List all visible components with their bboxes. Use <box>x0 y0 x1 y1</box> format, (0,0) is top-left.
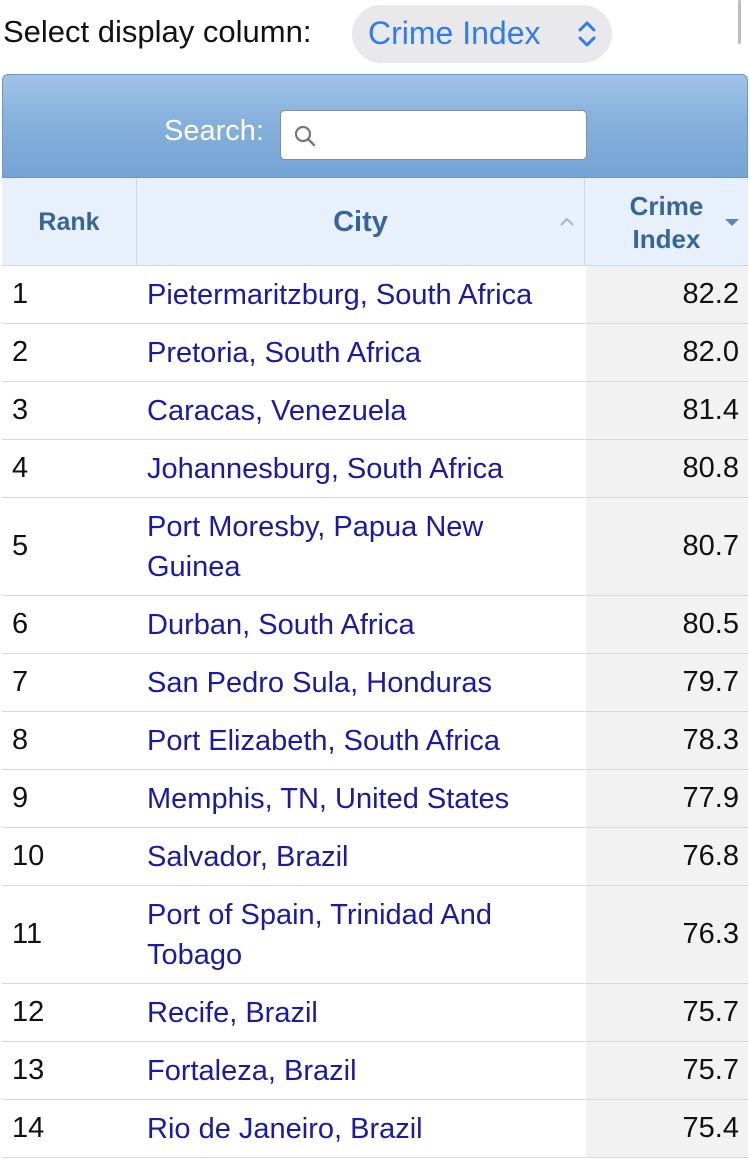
display-column-select[interactable]: Crime Index <box>352 5 612 63</box>
rank-cell: 12 <box>12 996 45 1028</box>
city-link[interactable]: Salvador, Brazil <box>147 841 349 873</box>
search-label: Search: <box>164 115 264 147</box>
crime-index-cell: 82.2 <box>586 266 748 323</box>
crime-index-cell: 80.7 <box>586 498 748 595</box>
crime-index-cell: 75.7 <box>586 1042 748 1099</box>
crime-index-cell: 81.4 <box>586 382 748 439</box>
display-column-value: Crime Index <box>368 15 541 51</box>
rank-cell: 8 <box>12 724 29 756</box>
city-link[interactable]: Caracas, Venezuela <box>147 395 407 427</box>
search-icon <box>294 125 316 147</box>
rank-cell: 3 <box>12 394 29 426</box>
crime-index-cell: 77.9 <box>586 770 748 827</box>
crime-index-cell: 76.8 <box>586 828 748 885</box>
table-row: 3 Caracas, Venezuela 81.4 <box>2 382 748 440</box>
rank-cell: 9 <box>12 782 29 814</box>
rank-cell: 11 <box>12 918 43 950</box>
city-link[interactable]: San Pedro Sula, Honduras <box>147 667 492 699</box>
city-link[interactable]: Recife, Brazil <box>147 997 318 1029</box>
crime-index-cell: 82.0 <box>586 324 748 381</box>
city-link[interactable]: Port Moresby, Papua New Guinea <box>147 511 484 583</box>
city-link[interactable]: Pretoria, South Africa <box>147 337 422 369</box>
table-row: 4 Johannesburg, South Africa 80.8 <box>2 440 748 498</box>
select-column-label: Select display column: <box>3 14 312 49</box>
up-down-chevron-icon <box>578 21 596 47</box>
table-row: 8 Port Elizabeth, South Africa 78.3 <box>2 712 748 770</box>
crime-index-cell: 75.7 <box>586 984 748 1041</box>
table-row: 1 Pietermaritzburg, South Africa 82.2 <box>2 266 748 324</box>
rank-cell: 2 <box>12 336 29 368</box>
sort-descending-icon <box>725 219 739 226</box>
crime-index-cell: 80.5 <box>586 596 748 653</box>
column-header-crime-index[interactable]: Crime Index <box>585 178 748 266</box>
table-row: 12 Recife, Brazil 75.7 <box>2 984 748 1042</box>
table-row: 10 Salvador, Brazil 76.8 <box>2 828 748 886</box>
crime-index-cell: 79.7 <box>586 654 748 711</box>
sort-ascending-icon <box>560 218 574 226</box>
table-header: Rank City Crime Index <box>2 178 748 266</box>
column-header-rank[interactable]: Rank <box>2 178 137 266</box>
rank-cell: 14 <box>12 1112 45 1144</box>
table-row: 2 Pretoria, South Africa 82.0 <box>2 324 748 382</box>
crime-header-line2: Index <box>632 224 701 254</box>
rank-cell: 10 <box>12 840 45 872</box>
table-row: 11 Port of Spain, Trinidad And Tobago 76.3 <box>2 886 748 984</box>
table-row: 6 Durban, South Africa 80.5 <box>2 596 748 654</box>
city-link[interactable]: Rio de Janeiro, Brazil <box>147 1113 423 1145</box>
rank-cell: 13 <box>12 1054 45 1086</box>
table-row: 7 San Pedro Sula, Honduras 79.7 <box>2 654 748 712</box>
rank-cell: 7 <box>12 666 29 698</box>
city-link[interactable]: Pietermaritzburg, South Africa <box>147 279 533 311</box>
city-link[interactable]: Johannesburg, South Africa <box>147 453 504 485</box>
rank-cell: 1 <box>12 278 29 310</box>
rank-cell: 4 <box>12 452 29 484</box>
crime-index-cell: 78.3 <box>586 712 748 769</box>
column-header-city[interactable]: City <box>137 178 585 266</box>
crime-index-cell: 75.4 <box>586 1100 748 1157</box>
city-link[interactable]: Memphis, TN, United States <box>147 783 510 815</box>
search-input[interactable] <box>280 110 587 160</box>
rank-cell: 5 <box>12 530 29 562</box>
table-body: 1 Pietermaritzburg, South Africa 82.2 2 Pret… <box>2 266 748 1158</box>
crime-index-cell: 76.3 <box>586 886 748 983</box>
column-selector-bar: Select display column: Crime Index <box>0 0 750 66</box>
table-row: 14 Rio de Janeiro, Brazil 75.4 <box>2 1100 748 1158</box>
rank-cell: 6 <box>12 608 29 640</box>
city-link[interactable]: Port of Spain, Trinidad And Tobago <box>147 899 492 971</box>
table-row: 9 Memphis, TN, United States 77.9 <box>2 770 748 828</box>
table-row: 13 Fortaleza, Brazil 75.7 <box>2 1042 748 1100</box>
city-link[interactable]: Fortaleza, Brazil <box>147 1055 357 1087</box>
crime-header-line1: Crime <box>629 191 704 221</box>
scrollbar-indicator <box>738 0 741 44</box>
crime-index-cell: 80.8 <box>586 440 748 497</box>
crime-table: Search: Rank City Crime Index 1 Pietermar… <box>2 74 748 1162</box>
city-link[interactable]: Durban, South Africa <box>147 609 415 641</box>
table-search-bar: Search: <box>2 74 748 178</box>
table-row: 5 Port Moresby, Papua New Guinea 80.7 <box>2 498 748 596</box>
city-link[interactable]: Port Elizabeth, South Africa <box>147 725 501 757</box>
